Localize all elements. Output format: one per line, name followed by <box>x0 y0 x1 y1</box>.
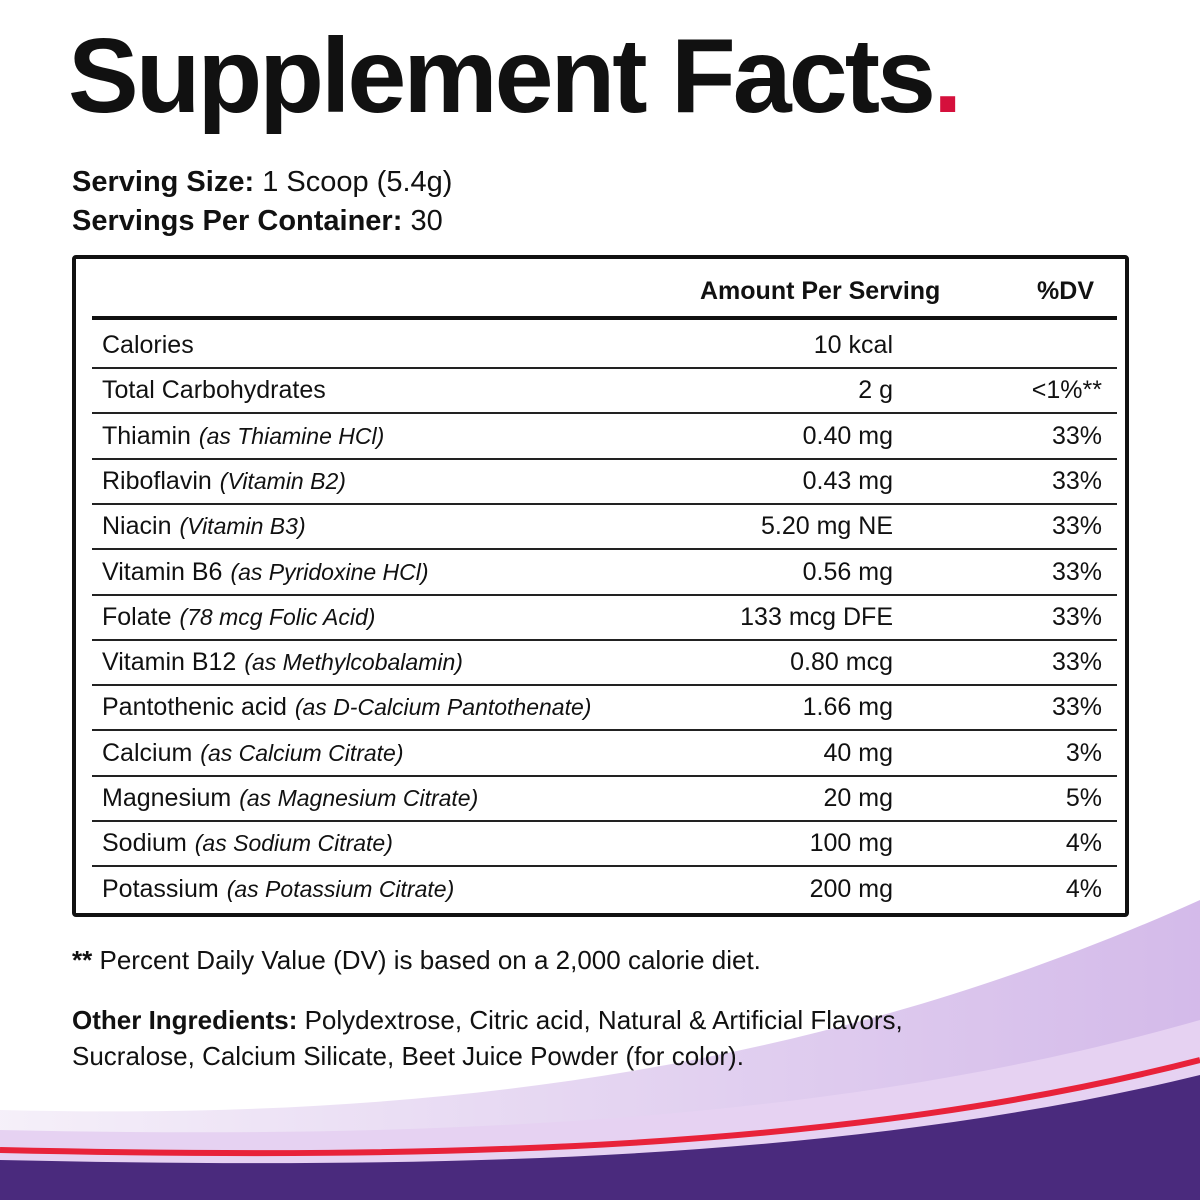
nutrient: Vitamin B6 (as Pyridoxine HCl) <box>102 558 429 587</box>
text: Polydextrose, Citric acid, Natural & Art… <box>72 1005 903 1071</box>
table-row: Magnesium (as Magnesium Citrate) 20 mg 5% <box>92 775 1117 822</box>
label: Other Ingredients: <box>72 1005 298 1035</box>
table-row: Riboflavin (Vitamin B2) 0.43 mg 33% <box>92 458 1117 505</box>
amount: 0.56 mg <box>802 557 893 586</box>
nutrient: Folate (78 mcg Folic Acid) <box>102 603 375 632</box>
nutrient-source: (as Pyridoxine HCl) <box>230 558 429 585</box>
table-row: Calories 10 kcal <box>92 322 1117 369</box>
daily-value: 33% <box>1051 602 1102 631</box>
nutrient-source: (as Thiamine HCl) <box>198 422 385 449</box>
amount: 5.20 mg NE <box>760 512 893 541</box>
amount: 1.66 mg <box>802 693 893 722</box>
nutrient-name: Pantothenic acid <box>102 693 287 722</box>
footnote-marker: ** <box>72 945 93 975</box>
label: Serving Size: <box>72 166 255 198</box>
nutrient: Potassium (as Potassium Citrate) <box>102 875 454 904</box>
daily-value: 33% <box>1051 648 1102 677</box>
daily-value: 5% <box>1065 784 1102 812</box>
nutrient-source: (Vitamin B2) <box>219 467 346 494</box>
table-row: Vitamin B6 (as Pyridoxine HCl) 0.56 mg 33% <box>92 549 1117 596</box>
column-header: Amount Per Serving <box>700 277 941 305</box>
nutrient: Magnesium (as Magnesium Citrate) <box>102 784 478 813</box>
table-row: Pantothenic acid (as D-Calcium Pantothena… <box>92 684 1117 732</box>
nutrient-name: Niacin <box>102 512 172 541</box>
value: 1 Scoop (5.4g) <box>262 166 453 198</box>
daily-value: 3% <box>1065 738 1102 767</box>
other-ingredients: Other Ingredients: Polydextrose, Citric … <box>72 1002 972 1074</box>
table-row: Niacin (Vitamin B3) 5.20 mg NE 33% <box>92 503 1117 551</box>
servings-per-container: Servings Per Container: 30 <box>72 205 443 238</box>
table-row: Calcium (as Calcium Citrate) 40 mg 3% <box>92 730 1117 777</box>
table-row: Total Carbohydrates 2 g <1%** <box>92 367 1117 415</box>
daily-value: 33% <box>1051 693 1102 722</box>
serving-size: Serving Size: 1 Scoop (5.4g) <box>72 166 452 199</box>
daily-value: 4% <box>1065 874 1102 903</box>
column-header: %DV <box>1037 277 1094 305</box>
nutrient-name: Riboflavin <box>102 466 212 495</box>
table-row: Potassium (as Potassium Citrate) 200 mg 4% <box>92 866 1117 911</box>
label: Servings Per Container: <box>72 205 403 237</box>
amount: 2 g <box>858 376 893 405</box>
nutrient: Pantothenic acid (as D-Calcium Pantothena… <box>102 693 591 722</box>
nutrient: Sodium (as Sodium Citrate) <box>102 829 393 858</box>
table-row: Vitamin B12 (as Methylcobalamin) 0.80 mcg 3… <box>92 639 1117 687</box>
daily-value: 33% <box>1051 421 1102 450</box>
nutrient-source: (as D-Calcium Pantothenate) <box>294 694 592 721</box>
footnote: ** Percent Daily Value (DV) is based on … <box>72 945 761 976</box>
nutrient: Vitamin B12 (as Methylcobalamin) <box>102 648 463 677</box>
table-row: Folate (78 mcg Folic Acid) 133 mcg DFE 33% <box>92 594 1117 641</box>
title: Supplement Facts. <box>68 17 963 135</box>
amount: 0.40 mg <box>802 421 893 450</box>
daily-value: 4% <box>1065 829 1102 858</box>
nutrient-name: Magnesium <box>102 784 232 812</box>
nutrient-name: Folate <box>102 602 172 631</box>
daily-value: <1%** <box>1031 376 1102 405</box>
amount: 100 mg <box>809 829 893 858</box>
daily-value: 33% <box>1051 557 1102 586</box>
table-header: Amount Per Serving %DV <box>76 277 1125 315</box>
nutrient: Calories <box>102 331 194 360</box>
amount: 20 mg <box>823 784 893 812</box>
nutrient-source: (Vitamin B3) <box>179 513 306 540</box>
amount: 40 mg <box>823 738 893 767</box>
nutrient-source: (as Methylcobalamin) <box>244 649 463 676</box>
nutrient-name: Thiamin <box>102 421 191 450</box>
nutrient: Riboflavin (Vitamin B2) <box>102 467 346 496</box>
daily-value: 33% <box>1051 466 1102 495</box>
amount: 0.80 mcg <box>790 648 893 677</box>
nutrient: Calcium (as Calcium Citrate) <box>102 739 404 768</box>
nutrient-name: Vitamin B12 <box>102 648 237 677</box>
title-text: Supplement Facts <box>68 17 936 135</box>
value: 30 <box>410 205 443 237</box>
nutrient-name: Calories <box>102 331 194 359</box>
nutrient-name: Total Carbohydrates <box>102 376 326 405</box>
nutrient-source: (as Calcium Citrate) <box>200 739 404 766</box>
footnote-text: Percent Daily Value (DV) is based on a 2… <box>99 945 761 975</box>
nutrient-name: Sodium <box>102 829 187 858</box>
title-dot: . <box>932 17 963 135</box>
nutrient-name: Vitamin B6 <box>102 557 223 586</box>
amount: 0.43 mg <box>802 466 893 495</box>
nutrient-name: Potassium <box>102 874 219 903</box>
header-rule <box>92 316 1117 320</box>
table-row: Thiamin (as Thiamine HCl) 0.40 mg 33% <box>92 413 1117 460</box>
nutrient: Total Carbohydrates <box>102 376 326 405</box>
nutrient: Thiamin (as Thiamine HCl) <box>102 422 384 451</box>
facts-table: Amount Per Serving %DV Calories 10 kcal To… <box>72 255 1129 917</box>
nutrient-source: (as Magnesium Citrate) <box>239 785 479 811</box>
nutrient-name: Calcium <box>102 738 193 767</box>
nutrient-source: (as Potassium Citrate) <box>226 875 455 902</box>
nutrient-source: (as Sodium Citrate) <box>194 830 393 857</box>
amount: 200 mg <box>809 874 893 903</box>
amount: 133 mcg DFE <box>740 602 893 631</box>
nutrient: Niacin (Vitamin B3) <box>102 512 306 541</box>
daily-value: 33% <box>1051 512 1102 541</box>
table-row: Sodium (as Sodium Citrate) 100 mg 4% <box>92 820 1117 868</box>
amount: 10 kcal <box>813 331 893 359</box>
nutrient-source: (78 mcg Folic Acid) <box>179 603 376 630</box>
